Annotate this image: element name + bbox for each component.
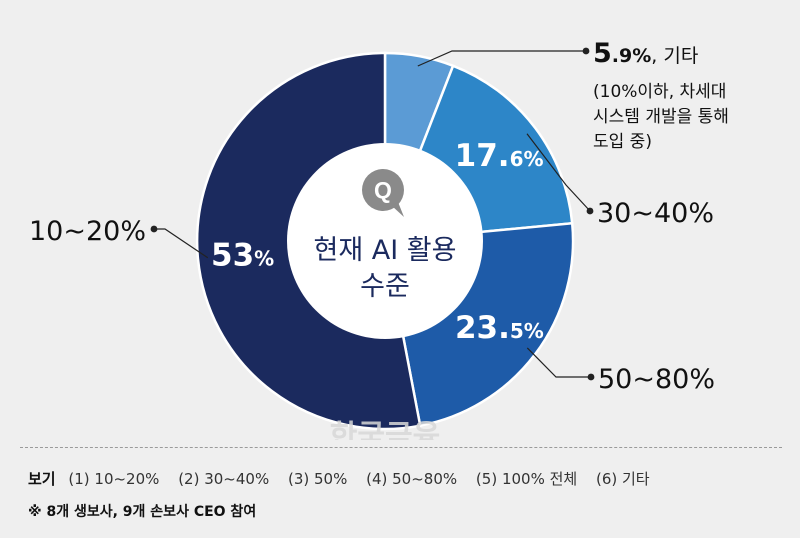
- slice-label: 23.5%: [455, 310, 544, 346]
- slice-label: 17.6%: [455, 138, 544, 174]
- outer-note-line: (10%이하, 차세대: [593, 82, 726, 102]
- svg-text:Q: Q: [374, 177, 392, 203]
- outer-note-line: 도입 중): [593, 132, 652, 152]
- outer-note-line: 시스템 개발을 통해: [593, 107, 729, 127]
- donut-chart: Q 현재 AI 활용 수준 17.6% 23.5% 53% 5.9%, 기타 (10%이…: [29, 38, 729, 440]
- legend-option: (3) 50%: [287, 470, 348, 488]
- outer-label: 50~80%: [598, 364, 715, 395]
- legend-option: (6) 기타: [595, 470, 650, 488]
- leader-dot: [587, 373, 595, 381]
- divider: [20, 447, 782, 448]
- legend-row: 보기 (1) 10~20% (2) 30~40% (3) 50% (4) 50~…: [28, 468, 664, 489]
- center-title-line2: 수준: [360, 271, 410, 302]
- legend-option: (2) 30~40%: [178, 470, 270, 488]
- center-title-line1: 현재 AI 활용: [314, 235, 457, 266]
- leader-line: [417, 50, 586, 67]
- outer-label: 5.9%, 기타: [593, 38, 698, 69]
- source-note: ※ 8개 생보사, 9개 손보사 CEO 참여: [28, 504, 257, 520]
- leader-line: [526, 347, 591, 378]
- leader-dot: [582, 47, 590, 55]
- question-bubble-icon: Q: [362, 169, 404, 217]
- outer-label: 10~20%: [29, 216, 146, 247]
- leader-dot: [586, 207, 594, 215]
- slice-label: 53%: [211, 238, 274, 274]
- leader-line: [154, 228, 209, 259]
- legend-option: (4) 50~80%: [366, 470, 458, 488]
- leader-dot: [150, 225, 158, 233]
- legend-option: (5) 100% 전체: [475, 470, 578, 488]
- watermark: 한국금융: [330, 419, 440, 440]
- outer-label: 30~40%: [597, 198, 714, 229]
- legend-option: (1) 10~20%: [68, 470, 160, 488]
- legend-label: 보기: [28, 470, 56, 488]
- leader-line: [526, 133, 591, 212]
- donut-hole: [287, 143, 483, 339]
